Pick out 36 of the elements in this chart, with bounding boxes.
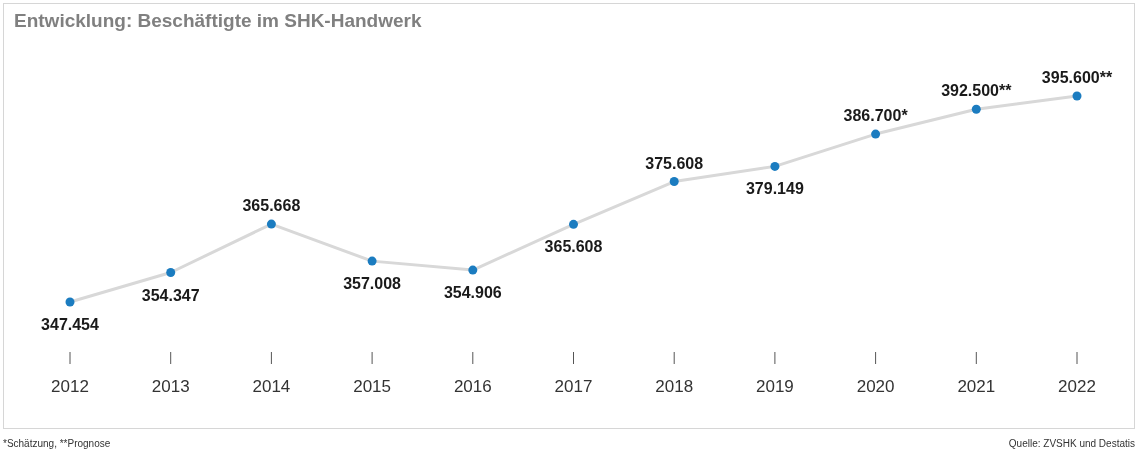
data-label: 386.700*: [843, 107, 909, 125]
point: [971, 104, 981, 114]
x-tick-label: 2017: [554, 377, 593, 396]
point: [468, 265, 478, 275]
point: [367, 256, 377, 266]
point: [65, 297, 75, 307]
x-tick-label: 2013: [151, 377, 190, 396]
x-tick-label: 2021: [957, 377, 996, 396]
point: [569, 219, 578, 229]
x-tick-label: 2015: [353, 377, 392, 396]
point: [770, 161, 780, 171]
x-tick-label: 2018: [655, 377, 694, 396]
point: [871, 129, 881, 139]
x-tick-label: 2014: [252, 377, 291, 396]
x-tick-label: 2019: [755, 377, 794, 396]
data-label: 379.149: [745, 180, 804, 198]
data-label: 357.008: [343, 275, 402, 293]
data-label: 347.454: [41, 316, 100, 333]
point: [669, 177, 679, 187]
data-label: 354.906: [443, 284, 502, 302]
x-tick-label: 2020: [856, 377, 895, 396]
data-label: 354.347: [141, 286, 200, 304]
point: [166, 268, 176, 278]
data-label: 395.600**: [1041, 69, 1113, 86]
x-tick-label: 2012: [51, 377, 89, 396]
chart-title: Entwicklung: Beschäftigte im SHK-Handwerk: [14, 10, 422, 32]
point: [1072, 91, 1082, 101]
x-tick-label: 2022: [1058, 377, 1096, 396]
data-label: 365.668: [242, 197, 301, 215]
text: *Schätzung, **Prognose: [3, 438, 111, 449]
data-label: 375.608: [645, 154, 704, 172]
x-tick-label: 2016: [453, 377, 492, 396]
source-note: Quelle: ZVSHK und Destatis: [1008, 438, 1135, 449]
point: [266, 219, 276, 229]
data-label: 365.608: [544, 238, 603, 256]
data-label: 392.500**: [941, 82, 1013, 100]
